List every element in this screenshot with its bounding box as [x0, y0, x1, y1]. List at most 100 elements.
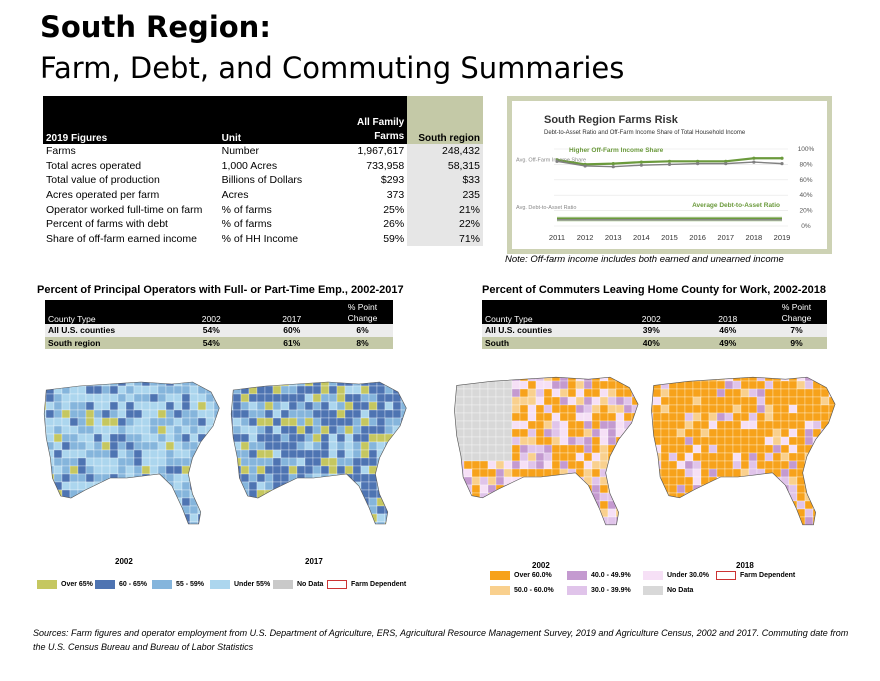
county-cell	[312, 409, 322, 419]
county-cell	[623, 396, 633, 406]
county-cell	[716, 396, 726, 406]
county-cell	[384, 449, 394, 459]
county-cell	[700, 492, 710, 502]
county-cell	[599, 468, 609, 478]
county-cell	[368, 497, 378, 507]
county-cell	[495, 500, 505, 510]
county-cell	[352, 505, 362, 515]
y-tick-label: 20%	[799, 208, 812, 215]
county-cell	[109, 382, 119, 387]
cell: South	[482, 336, 613, 349]
county-cell	[231, 393, 234, 403]
county-cell	[463, 377, 473, 382]
county-cell	[117, 505, 127, 515]
county-cell	[780, 468, 790, 478]
county-cell	[487, 377, 497, 382]
county-cell	[527, 377, 537, 382]
county-cell	[232, 393, 242, 403]
county-cell	[651, 428, 654, 438]
county-cell	[732, 428, 742, 438]
county-cell	[377, 530, 385, 533]
county-cell	[102, 530, 110, 533]
county-cell	[765, 525, 773, 533]
county-cell	[616, 525, 624, 533]
y-label: Avg. Debt-to-Asset Ratio	[516, 205, 576, 211]
county-cell	[312, 457, 322, 467]
county-cell	[756, 404, 766, 414]
county-cell	[575, 484, 585, 494]
county-cell	[812, 412, 822, 422]
county-cell	[165, 457, 175, 467]
county-cell	[189, 409, 199, 419]
county-cell	[173, 513, 183, 523]
county-cell	[312, 505, 322, 515]
county-cell	[559, 420, 569, 430]
county-cell	[631, 460, 639, 470]
county-cell	[764, 500, 774, 510]
county-cell	[567, 444, 577, 454]
county-cell	[240, 481, 250, 491]
county-cell	[575, 468, 585, 478]
cell: 1,967,617	[357, 145, 405, 158]
county-cell	[101, 393, 111, 403]
county-cell	[157, 505, 167, 515]
county-cell	[455, 508, 465, 518]
county-cell	[125, 497, 135, 507]
county-cell	[248, 481, 258, 491]
county-cell	[360, 513, 370, 523]
county-cell	[69, 465, 79, 475]
county-cell	[392, 449, 402, 459]
county-cell	[101, 465, 111, 475]
county-cell	[352, 441, 362, 451]
county-cell	[240, 382, 250, 387]
county-cell	[724, 404, 734, 414]
county-cell	[623, 377, 633, 382]
county-cell	[615, 377, 625, 382]
county-cell	[495, 476, 505, 486]
county-cell	[608, 525, 616, 533]
county-cell	[724, 436, 734, 446]
county-cell	[455, 428, 465, 438]
county-cell	[772, 508, 782, 518]
county-cell	[173, 481, 183, 491]
county-cell	[125, 449, 135, 459]
county-cell	[495, 404, 505, 414]
county-cell	[772, 492, 782, 502]
county-cell	[780, 508, 790, 518]
county-cell	[85, 441, 95, 451]
county-cell	[567, 436, 577, 446]
county-cell	[256, 513, 266, 523]
x-tick-label: 2014	[633, 233, 650, 242]
county-cell	[740, 460, 750, 470]
county-cell	[471, 412, 481, 422]
county-cell	[240, 441, 250, 451]
county-cell	[165, 382, 175, 387]
county-cell	[280, 441, 290, 451]
county-cell	[69, 457, 79, 467]
map-commuting-2002	[454, 376, 643, 533]
county-cell	[77, 449, 87, 459]
county-cell	[837, 389, 840, 397]
county-cell	[676, 468, 686, 478]
county-cell	[471, 436, 481, 446]
county-cell	[820, 476, 830, 486]
county-cell	[804, 492, 814, 502]
county-cell	[668, 500, 678, 510]
county-cell	[764, 404, 774, 414]
county-cell	[640, 413, 643, 421]
county-cell	[240, 449, 250, 459]
county-cell	[117, 382, 127, 387]
county-cell	[384, 481, 394, 491]
county-cell	[85, 382, 95, 387]
county-cell	[677, 525, 685, 533]
county-cell	[400, 441, 407, 451]
county-cell	[61, 465, 71, 475]
chart-title: South Region Farms Risk	[544, 114, 679, 126]
county-cell	[519, 420, 529, 430]
county-cell	[69, 409, 79, 419]
county-cell	[125, 521, 135, 524]
series-point	[696, 162, 700, 166]
county-cell	[740, 380, 750, 390]
county-cell	[133, 385, 143, 395]
county-cell	[117, 489, 127, 499]
